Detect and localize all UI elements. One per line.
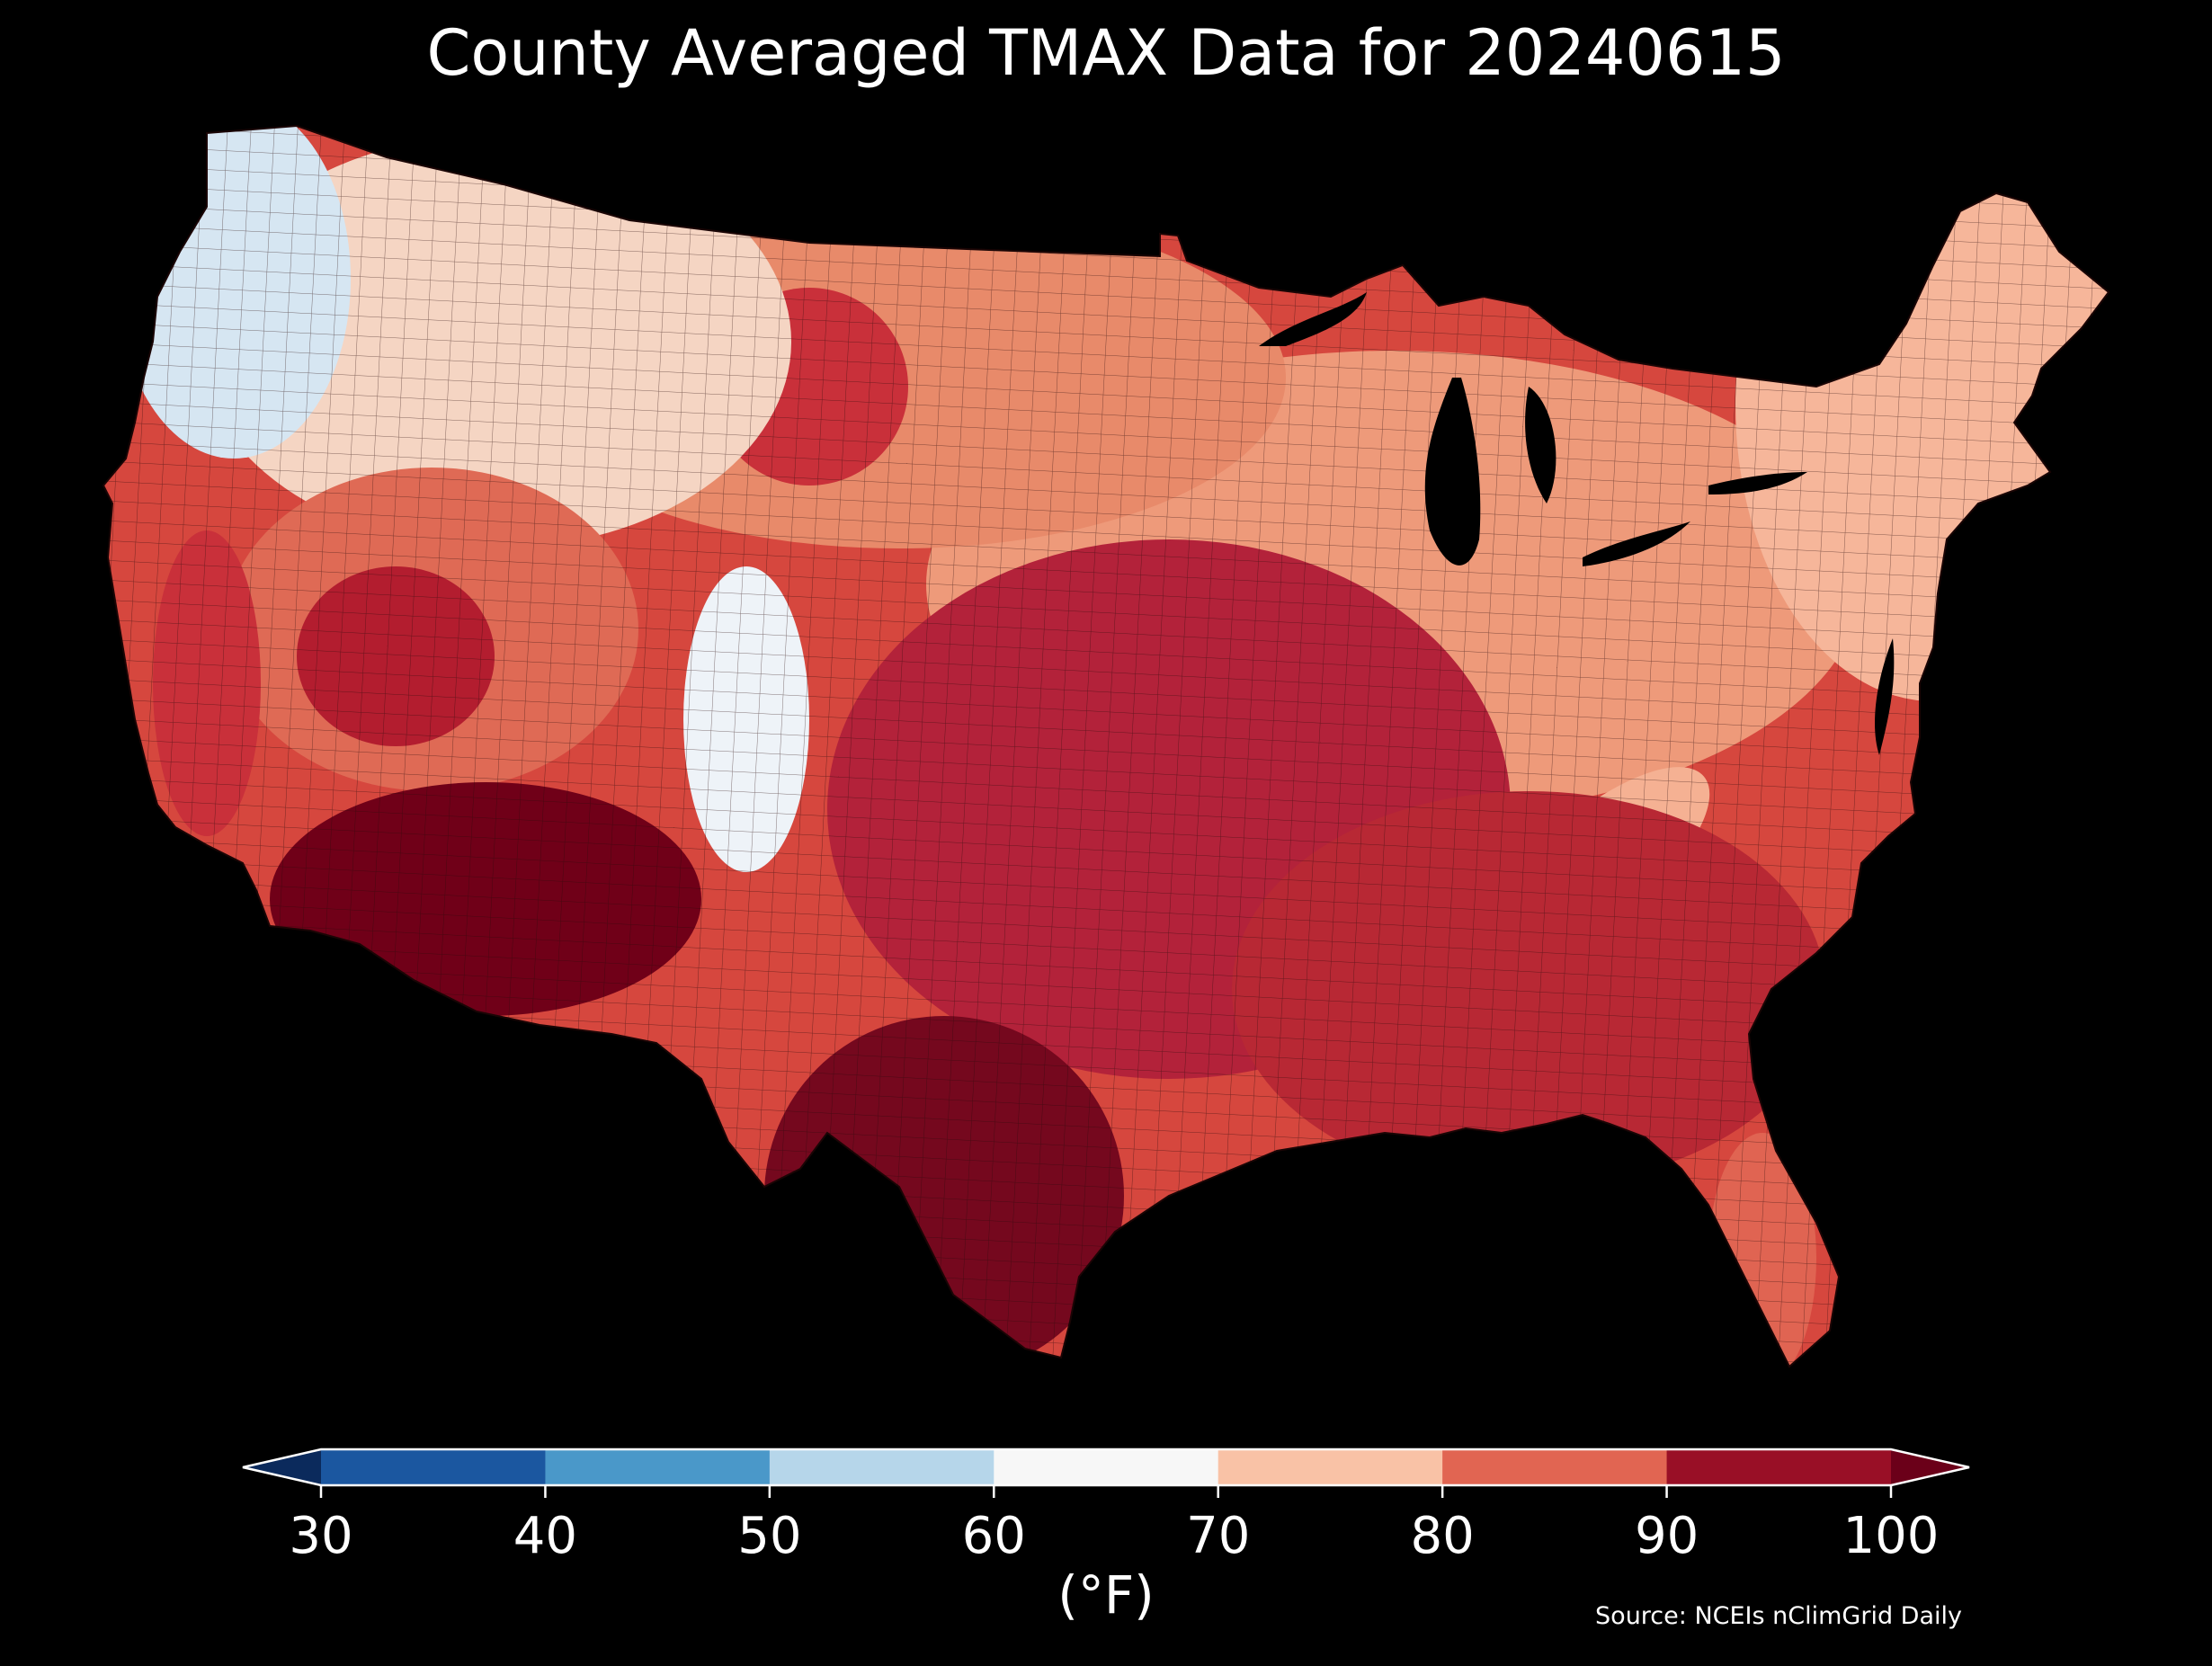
colorbar-tick-label: 30: [289, 1507, 352, 1565]
colorbar-bin: [1442, 1449, 1668, 1485]
lake-michigan: [1424, 378, 1481, 566]
colorbar-units-label: (°F): [1057, 1564, 1155, 1626]
source-credit: Source: NCEIs nClimGrid Daily: [1595, 1602, 1962, 1630]
lake-superior: [1259, 292, 1367, 346]
great-lakes-water: [1259, 292, 1895, 755]
colorbar-bin: [769, 1449, 995, 1485]
colorbar-bin: [1666, 1449, 1892, 1485]
colorbar-over-arrow: [1891, 1449, 1969, 1485]
map-title: County Averaged TMAX Data for 20240615: [426, 16, 1786, 90]
lake-erie: [1583, 521, 1690, 566]
colorbar-tick-label: 80: [1411, 1507, 1475, 1565]
colorbar-tick-label: 60: [962, 1507, 1026, 1565]
lake-ontario: [1708, 472, 1807, 494]
colorbar-tick-label: 100: [1843, 1507, 1940, 1565]
colorbar-under-arrow: [243, 1449, 321, 1485]
chesapeake-bay: [1875, 638, 1895, 755]
colorbar: 30 40 50 60 70 80 90 100: [242, 1448, 1970, 1565]
colorbar-tick-label: 90: [1635, 1507, 1699, 1565]
colorbar-bin: [321, 1449, 546, 1485]
colorbar-bin: [994, 1449, 1219, 1485]
colorbar-bin: [1217, 1449, 1443, 1485]
us-outline: [102, 124, 2110, 1368]
lake-huron: [1525, 387, 1556, 503]
colorbar-tick-label: 50: [737, 1507, 801, 1565]
colorbar-bin: [545, 1449, 771, 1485]
colorbar-tick-label: 70: [1186, 1507, 1250, 1565]
colorbar-tick-label: 40: [513, 1507, 577, 1565]
